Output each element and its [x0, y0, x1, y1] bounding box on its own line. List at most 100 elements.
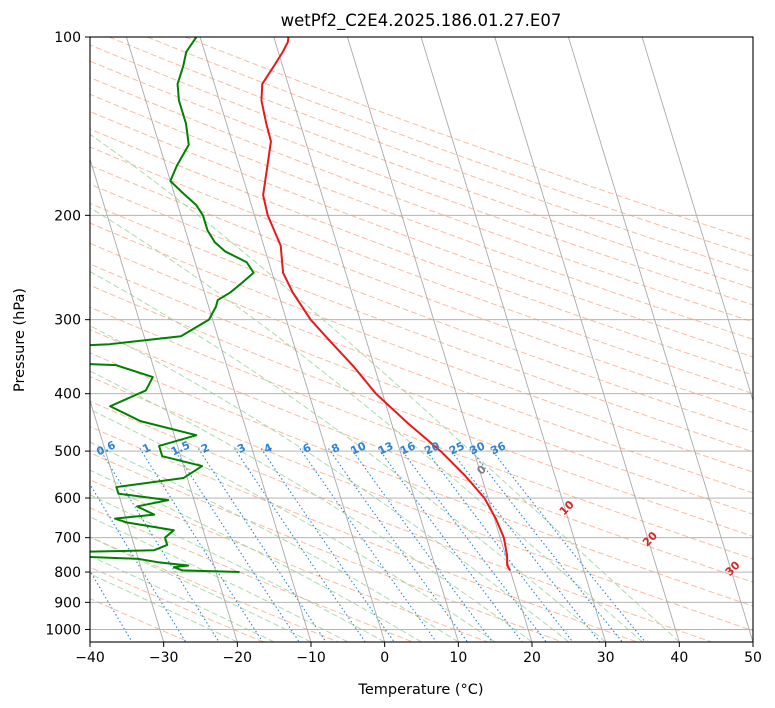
mixing-ratio-line — [98, 448, 220, 642]
y-tick-label: 800 — [54, 565, 81, 581]
y-tick-label: 600 — [54, 491, 81, 507]
x-tick-label: 30 — [597, 650, 615, 666]
y-axis: 100 200 300 400 500 600 700 800 900 1000 — [45, 30, 90, 638]
moist-adiabat-label: 20 — [640, 529, 660, 549]
mixing-ratio-line — [197, 448, 327, 642]
y-tick-label: 500 — [54, 444, 81, 460]
y-tick-label: 400 — [54, 387, 81, 403]
mixing-ratio-line — [234, 448, 366, 642]
mixing-ratio-line — [469, 448, 623, 642]
moist-adiabat-label: 30 — [723, 558, 743, 578]
mixing-ratio-label: 8 — [329, 441, 341, 456]
mixing-ratio-line — [173, 448, 300, 642]
y-tick-label: 200 — [54, 208, 81, 224]
mixing-ratio-line — [90, 483, 187, 642]
isotherm-line — [494, 37, 680, 642]
y-tick-label: 100 — [54, 30, 81, 46]
dry-adiabat-line — [90, 202, 753, 453]
moist-adiabat-line — [90, 494, 385, 642]
x-tick-label: −10 — [296, 650, 326, 666]
mixing-ratio-line — [378, 448, 523, 642]
line-labels: 0.10.20.40.611.52346810131620253036-100-… — [14, 438, 743, 578]
mixing-ratio-label: 0.2 — [14, 438, 37, 458]
isotherm-line — [567, 37, 753, 642]
isotherm-line — [199, 37, 386, 642]
mixing-ratio-label: 6 — [301, 441, 314, 456]
dry-adiabat-line — [90, 400, 712, 642]
x-tick-label: −20 — [223, 650, 253, 666]
moist-adiabat-line — [90, 207, 643, 642]
dry-adiabat-line — [90, 479, 488, 642]
dry-adiabat-line — [185, 37, 753, 241]
mixing-ratio-label: 16 — [398, 439, 418, 457]
x-tick-label: 50 — [744, 650, 762, 666]
mixing-ratio-line — [299, 448, 437, 642]
dry-adiabat-line — [90, 284, 753, 537]
moist-adiabat-line — [90, 370, 533, 642]
dewpoint-profile-line — [90, 37, 255, 574]
mixing-ratio-label: 2 — [199, 441, 211, 456]
y-tick-label: 900 — [54, 595, 81, 611]
y-tick-label: 300 — [54, 313, 81, 329]
mixing-ratio-label: 36 — [488, 439, 508, 457]
moist-adiabat-line — [90, 469, 422, 642]
data-lines — [90, 37, 512, 574]
mixing-ratio-label: 10 — [349, 439, 369, 457]
moist-adiabat-line — [90, 133, 680, 642]
x-tick-label: −40 — [75, 650, 105, 666]
mixing-ratio-line — [424, 448, 574, 642]
isotherm-line — [641, 37, 753, 403]
isotherm-line — [346, 37, 533, 642]
moist-adiabat-line — [90, 441, 459, 642]
mixing-ratio-label: 25 — [447, 439, 466, 457]
moist-adiabat-line — [90, 408, 496, 642]
dry-adiabat-line — [90, 146, 753, 395]
mixing-ratio-label: 0.6 — [94, 438, 117, 458]
mixing-ratio-line — [490, 448, 646, 642]
mixing-ratio-line — [449, 448, 601, 642]
isotherm-line — [420, 37, 607, 642]
dry-adiabat-line — [108, 37, 753, 273]
mixing-ratio-label: 20 — [422, 439, 442, 457]
dry-adiabat-line — [90, 329, 753, 583]
y-tick-label: 1000 — [45, 622, 81, 638]
mixing-ratio-line — [400, 448, 547, 642]
moist-adiabat-line — [90, 325, 570, 642]
dry-adiabat-line — [90, 507, 414, 642]
x-tick-label: 0 — [380, 650, 389, 666]
x-tick-label: 40 — [670, 650, 688, 666]
mixing-ratio-label: 13 — [376, 439, 395, 457]
dry-adiabat-line — [90, 376, 753, 632]
isotherm-line — [273, 37, 459, 642]
dry-adiabat-line — [90, 128, 753, 376]
dry-adiabat-line — [146, 37, 753, 257]
dry-adiabat-line — [90, 306, 753, 560]
mixing-ratio-label: 30 — [468, 439, 488, 457]
isotherm-line — [90, 399, 165, 642]
dry-adiabat-line — [90, 77, 753, 323]
x-axis: −40 −30 −20 −10 0 10 20 30 40 50 — [75, 642, 762, 666]
x-tick-label: −30 — [149, 650, 179, 666]
y-tick-label: 700 — [54, 531, 81, 547]
x-tick-label: 20 — [523, 650, 541, 666]
mixing-ratio-line — [260, 448, 395, 642]
moist-adiabat-line — [90, 536, 312, 642]
dry-adiabat-line — [90, 536, 339, 642]
dry-adiabat-line — [90, 44, 753, 289]
isotherm-line — [125, 37, 312, 642]
temperature-profile-line — [260, 37, 512, 571]
x-tick-label: 10 — [449, 650, 467, 666]
dry-adiabat-line — [90, 352, 753, 607]
plot-frame — [89, 36, 754, 643]
moist-adiabat-line — [90, 516, 349, 642]
dry-adiabat-line — [90, 242, 753, 494]
dry-adiabat-line — [90, 164, 753, 414]
chart-title: wetPf2_C2E4.2025.186.01.27.E07 — [281, 11, 562, 31]
y-axis-title: Pressure (hPa) — [12, 288, 28, 392]
x-axis-title: Temperature (°C) — [357, 682, 483, 698]
background-lines — [90, 37, 753, 642]
dry-adiabat-line — [90, 110, 753, 358]
mixing-ratio-label: 1 — [140, 441, 152, 456]
